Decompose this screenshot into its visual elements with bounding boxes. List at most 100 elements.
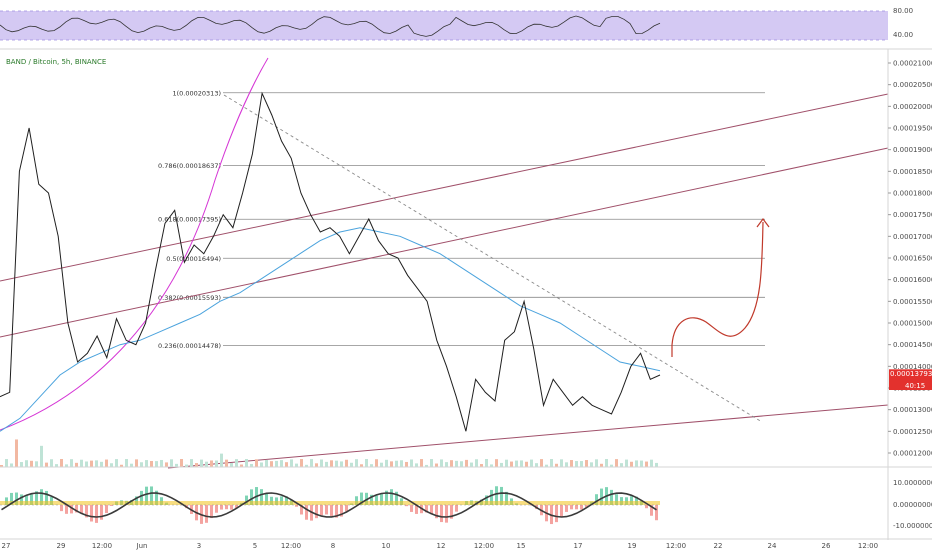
countdown-text: 40:15 [905,382,925,390]
volume-bar [320,459,323,467]
oscillator-bar [250,489,253,505]
volume-bar [415,463,418,467]
volume-bar [110,463,113,467]
symbol-title: BAND / Bitcoin, 5h, BINANCE [6,58,106,66]
oscillator-bar [295,505,298,507]
volume-bar [210,460,213,467]
volume-bar [5,459,8,467]
price-line [0,91,661,432]
oscillator-bar [490,489,493,505]
oscillator-bar [485,495,488,505]
volume-bar [485,459,488,467]
oscillator-bar [35,491,38,505]
oscillator-bar [555,505,558,523]
oscillator-axis: 10.00000000 0.00000000 -10.00000000 [893,479,932,530]
oscillator-tick-label: -10.00000000 [893,522,932,530]
fibonacci-retracement: 1(0.00020313) 0.786(0.00018637) 0.618(0.00… [158,89,765,350]
volume-bar [650,459,653,467]
volume-bar [375,459,378,467]
oscillator-bar [405,505,408,507]
oscillator-bar [560,505,563,518]
oscillator-bar [595,494,598,505]
oscillator-histogram [0,486,660,525]
volume-bar [440,459,443,467]
volume-bar [170,459,173,467]
volume-bar [515,460,518,467]
volume-bar [470,462,473,467]
volume-bar [500,462,503,467]
volume-bar [585,460,588,467]
oscillator-bar [100,505,103,520]
oscillator-bar [50,496,53,505]
volume-bar [575,461,578,467]
time-tick-label: 26 [822,542,831,550]
volume-bar [460,461,463,467]
oscillator-bar [65,505,68,514]
volume-bar [330,460,333,467]
oscillator-bar [135,496,138,505]
volume-bar [100,461,103,467]
oscillator-bar [220,505,223,510]
fib-level-label: 1(0.00020313) [173,89,222,97]
volume-bar [395,460,398,467]
oscillator-bar [430,505,433,515]
volume-bar [25,460,28,467]
fib-level-label: 0.236(0.00014478) [158,342,221,350]
volume-bar [75,462,78,467]
moving-average-line [0,227,661,432]
oscillator-bar [455,505,458,512]
volume-bar [165,462,168,467]
volume-bar [70,459,73,467]
volume-bar [600,463,603,467]
volume-bar [195,463,198,467]
price-tick-label: 0.00020000 [893,103,932,111]
oscillator-bar [370,494,373,505]
time-tick-label: 5 [253,542,257,550]
volume-bar [220,453,223,467]
volume-bar [335,460,338,467]
volume-histogram [0,439,658,467]
oscillator-bar [495,486,498,505]
volume-bar [495,459,498,467]
channel-line-top [0,93,889,282]
price-tick-label: 0.00020500 [893,81,932,89]
oscillator-bar [360,492,363,505]
volume-bar [455,460,458,467]
rsi-line [0,15,661,37]
volume-bar [245,459,248,467]
volume-bar [605,459,608,467]
volume-bar [205,461,208,467]
oscillator-bar [80,505,83,514]
volume-bar [505,459,508,467]
volume-bar [105,459,108,467]
volume-bar [295,463,298,467]
oscillator-bar [110,505,113,506]
time-tick-label: 29 [57,542,66,550]
volume-bar [640,460,643,467]
time-tick-label: 3 [197,542,201,550]
oscillator-bar [390,489,393,505]
volume-bar [155,461,158,467]
volume-bar [520,460,523,467]
oscillator-bar [280,496,283,505]
volume-bar [355,459,358,467]
oscillator-bar [580,505,583,510]
volume-bar [365,459,368,467]
volume-bar [140,462,143,467]
volume-bar [385,459,388,467]
volume-bar [80,459,83,467]
time-tick-label: 12:00 [666,542,686,550]
volume-bar [235,459,238,467]
oscillator-bar [650,505,653,516]
oscillator-bar [340,505,343,517]
oscillator-bar [60,505,63,512]
rsi-band [0,11,888,40]
price-tick-label: 0.00014000 [893,363,932,371]
oscillator-bar [355,496,358,505]
volume-bar [580,461,583,467]
volume-bar [60,459,63,467]
oscillator-bar [385,490,388,505]
volume-bar [160,459,163,467]
volume-bar [135,459,138,467]
